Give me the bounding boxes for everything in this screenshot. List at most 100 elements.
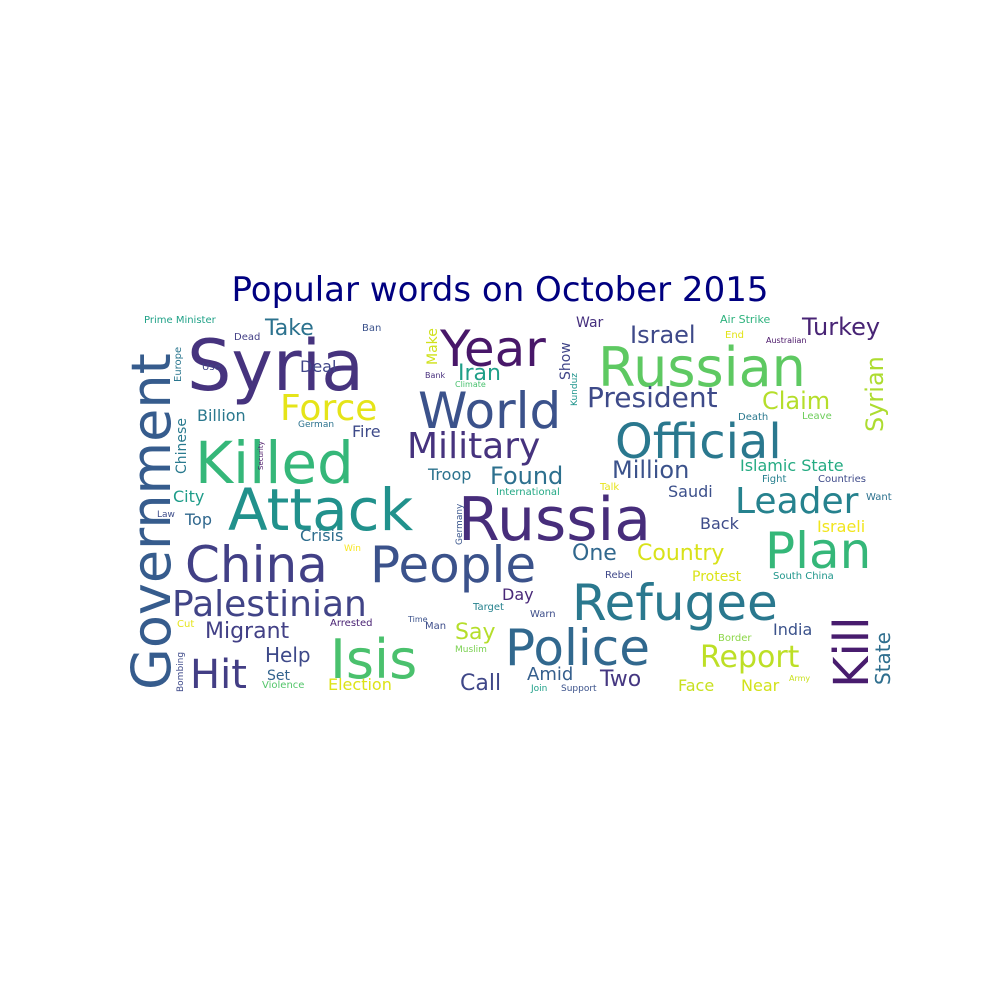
word-refugee: Refugee: [572, 574, 778, 632]
word-turkey: Turkey: [801, 313, 880, 341]
word-back: Back: [700, 514, 740, 533]
word-military: Military: [407, 426, 540, 467]
word-claim: Claim: [762, 387, 830, 415]
word-violence: Violence: [262, 680, 304, 691]
word-billion: Billion: [197, 406, 246, 425]
word-attack: Attack: [228, 476, 414, 544]
word-call: Call: [460, 671, 501, 696]
word-leave: Leave: [802, 411, 832, 422]
word-iran: Iran: [458, 361, 501, 386]
word-city: City: [173, 487, 204, 506]
word-crisis: Crisis: [300, 526, 343, 545]
word-german: German: [298, 420, 334, 430]
word-australian: Australian: [766, 336, 806, 345]
word-air-strike: Air Strike: [720, 313, 770, 326]
word-amid: Amid: [527, 664, 573, 685]
word-one: One: [572, 541, 617, 566]
word-talk: Talk: [599, 482, 619, 493]
word-leader: Leader: [735, 481, 859, 522]
word-bombing: Bombing: [176, 652, 186, 692]
word-fire: Fire: [352, 422, 381, 441]
word-palestinian: Palestinian: [172, 584, 367, 625]
word-face: Face: [678, 676, 714, 695]
word-official: Official: [615, 414, 782, 470]
word-climate: Climate: [455, 380, 486, 389]
word-dead: Dead: [234, 332, 260, 343]
word-warn: Warn: [530, 609, 556, 620]
word-show: Show: [558, 342, 574, 380]
word-found: Found: [490, 462, 563, 490]
word-top: Top: [184, 510, 212, 529]
word-say: Say: [455, 620, 495, 645]
word-win: Win: [344, 544, 361, 554]
word-day: Day: [502, 585, 534, 604]
word-islamic-state: Islamic State: [740, 456, 844, 475]
word-fight: Fight: [762, 474, 786, 485]
word-prime-minister: Prime Minister: [144, 315, 217, 326]
word-international: International: [496, 487, 560, 498]
word-europe: Europe: [173, 347, 184, 382]
word-kill: Kill: [824, 617, 880, 688]
word-isis: Isis: [330, 628, 417, 691]
word-take: Take: [264, 316, 314, 341]
word-state: State: [871, 632, 895, 685]
word-china: China: [185, 536, 328, 594]
word-government: Government: [120, 353, 183, 690]
word-cut: Cut: [177, 619, 194, 630]
word-two: Two: [599, 667, 641, 692]
word-make: Make: [425, 328, 441, 365]
word-use: Use: [202, 362, 221, 373]
word-million: Million: [612, 456, 689, 484]
word-ban: Ban: [362, 323, 381, 334]
word-country: Country: [637, 541, 724, 566]
word-target: Target: [472, 602, 504, 613]
word-arrested: Arrested: [330, 618, 372, 629]
word-israeli: Israeli: [817, 517, 865, 536]
word-death: Death: [738, 412, 768, 423]
word-time: Time: [407, 615, 428, 624]
word-syria: Syria: [187, 325, 364, 407]
wordcloud-title: Popular words on October 2015: [231, 270, 769, 310]
word-rebel: Rebel: [605, 570, 633, 581]
word-chinese: Chinese: [174, 418, 190, 474]
word-india: India: [773, 620, 812, 639]
word-people: People: [370, 536, 536, 594]
word-killed: Killed: [195, 429, 354, 497]
word-support: Support: [561, 684, 597, 694]
word-police: Police: [505, 619, 650, 677]
word-muslim: Muslim: [455, 645, 487, 655]
word-end: End: [725, 330, 744, 341]
word-plan: Plan: [765, 522, 871, 580]
word-kunduz: Kunduz: [570, 373, 580, 406]
word-bank: Bank: [425, 371, 445, 380]
word-help: Help: [265, 643, 311, 667]
word-army: Army: [789, 674, 810, 683]
word-war: War: [576, 315, 604, 331]
word-countries: Countries: [818, 474, 866, 485]
word-man: Man: [425, 621, 446, 632]
word-join: Join: [530, 684, 547, 694]
word-year: Year: [439, 320, 546, 378]
word-security: Security: [257, 441, 265, 470]
word-report: Report: [700, 640, 800, 675]
word-election: Election: [328, 675, 392, 694]
word-migrant: Migrant: [205, 619, 290, 644]
word-deal: Deal: [300, 357, 336, 376]
word-troop: Troop: [427, 465, 471, 484]
word-near: Near: [741, 676, 780, 695]
word-president: President: [587, 381, 718, 414]
word-south-china: South China: [773, 571, 834, 582]
word-russian: Russian: [598, 336, 806, 399]
word-syrian: Syrian: [861, 356, 889, 432]
word-world: World: [418, 382, 561, 440]
word-set: Set: [267, 668, 291, 684]
word-protest: Protest: [692, 569, 742, 585]
word-israel: Israel: [630, 321, 696, 349]
word-border: Border: [718, 633, 752, 644]
word-saudi: Saudi: [668, 482, 713, 501]
word-law: Law: [157, 510, 175, 520]
word-force: Force: [280, 388, 377, 429]
word-germany: Germany: [455, 503, 465, 545]
word-russia: Russia: [458, 485, 651, 555]
